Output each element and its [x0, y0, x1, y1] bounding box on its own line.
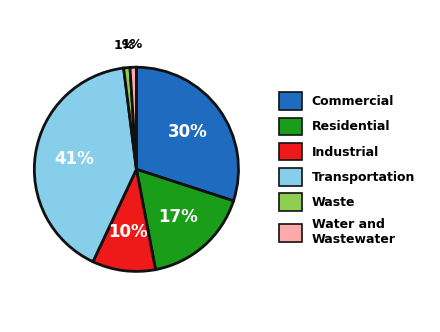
- Text: 41%: 41%: [54, 150, 94, 168]
- Wedge shape: [124, 67, 136, 169]
- Text: 1%: 1%: [114, 39, 136, 52]
- Text: 17%: 17%: [158, 208, 198, 226]
- Legend: Commercial, Residential, Industrial, Transportation, Waste, Water and
Wastewater: Commercial, Residential, Industrial, Tra…: [275, 89, 419, 250]
- Wedge shape: [34, 68, 136, 262]
- Text: 10%: 10%: [109, 223, 148, 241]
- Wedge shape: [136, 169, 234, 270]
- Text: 30%: 30%: [168, 123, 208, 141]
- Text: 1%: 1%: [122, 38, 143, 51]
- Wedge shape: [93, 169, 155, 271]
- Wedge shape: [136, 67, 238, 201]
- Wedge shape: [130, 67, 136, 169]
